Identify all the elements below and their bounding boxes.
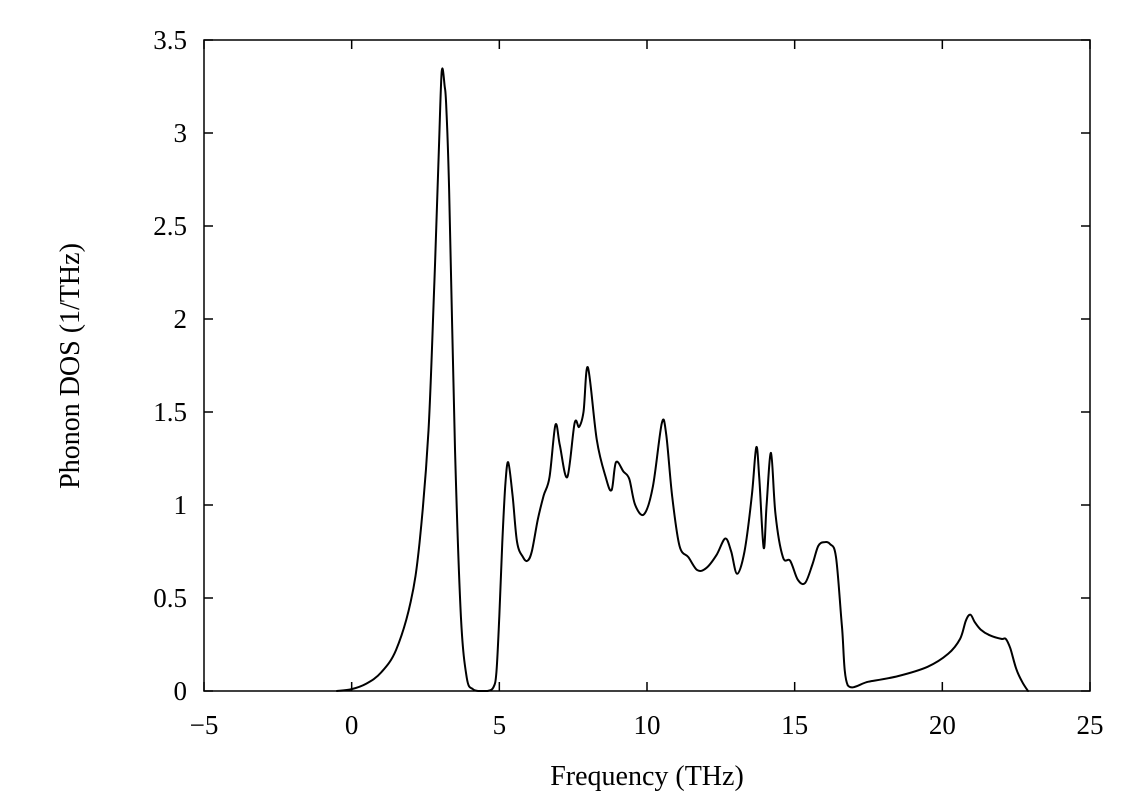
x-tick-label: 15 [781,710,808,740]
y-tick-label: 0 [174,676,188,706]
phonon-dos-line [335,67,1029,692]
x-tick-label: 10 [634,710,661,740]
y-tick-label: 2.5 [153,211,187,241]
y-tick-label: 2 [174,304,188,334]
x-tick-label: −5 [190,710,219,740]
y-tick-label: 1.5 [153,397,187,427]
x-axis: −5 0 5 10 15 20 25 [190,40,1104,740]
y-tick-label: 3.5 [153,25,187,55]
y-tick-label: 1 [174,490,188,520]
plot-frame [203,39,1091,692]
x-axis-label: Frequency (THz) [550,761,744,792]
y-tick-label: 3 [174,118,188,148]
y-tick-label: 0.5 [153,583,187,613]
y-axis: 0 0.5 1 1.5 2 2.5 3 3.5 [153,25,1090,706]
x-tick-label: 0 [345,710,359,740]
y-axis-label: Phonon DOS (1/THz) [55,243,86,489]
x-tick-label: 5 [493,710,507,740]
x-tick-label: 25 [1077,710,1104,740]
x-tick-label: 20 [929,710,956,740]
